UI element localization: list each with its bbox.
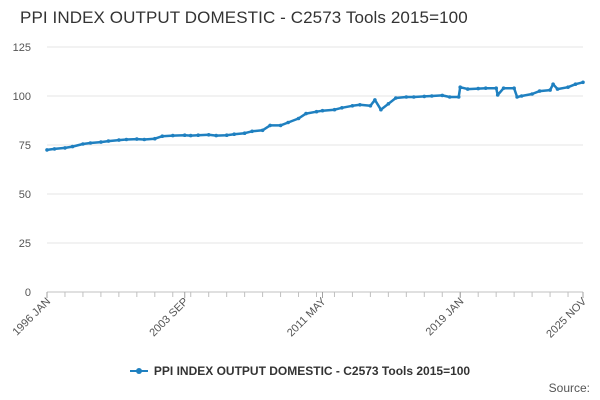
data-point [440, 93, 445, 98]
data-point [573, 82, 578, 86]
data-point [519, 94, 524, 98]
data-point [358, 103, 362, 107]
data-point [45, 148, 49, 152]
data-point [242, 131, 247, 135]
data-point [320, 108, 325, 113]
data-point [476, 86, 481, 91]
x-tick-label: 2003 SEP [147, 296, 191, 340]
legend[interactable]: PPI INDEX OUTPUT DOMESTIC - C2573 Tools … [0, 364, 600, 378]
data-point [456, 95, 461, 99]
data-point [373, 98, 377, 102]
y-tick-label: 25 [19, 238, 31, 250]
data-point [483, 86, 488, 90]
data-point [63, 146, 67, 150]
data-point [278, 123, 283, 128]
data-point [52, 147, 57, 151]
data-point [188, 133, 193, 138]
legend-label: PPI INDEX OUTPUT DOMESTIC - C2573 Tools … [153, 364, 471, 378]
data-point [182, 133, 187, 137]
data-point [537, 89, 542, 93]
data-point [368, 104, 373, 108]
data-point [422, 94, 427, 99]
data-point [394, 96, 398, 100]
data-point [70, 144, 75, 149]
data-point [142, 137, 147, 142]
data-point [340, 106, 344, 110]
legend-line-marker-icon [129, 366, 148, 376]
data-point [296, 116, 301, 121]
data-point [404, 95, 409, 99]
data-point [214, 133, 218, 138]
data-point [171, 133, 175, 138]
data-point [581, 80, 585, 85]
data-point [566, 85, 570, 89]
data-point [135, 137, 139, 141]
x-tick-label: 2025 NOV [544, 295, 589, 340]
data-point [314, 109, 319, 114]
data-point [124, 137, 129, 142]
data-point [501, 86, 506, 90]
data-point [515, 95, 519, 99]
data-point [386, 102, 391, 106]
data-point [260, 128, 265, 133]
data-point [447, 95, 452, 99]
y-tick-label: 125 [13, 42, 31, 54]
data-point [332, 107, 337, 112]
data-point [548, 88, 552, 92]
chart-title: PPI INDEX OUTPUT DOMESTIC - C2573 Tools … [20, 8, 468, 27]
data-point [153, 136, 157, 141]
data-point [379, 107, 383, 112]
data-point [551, 82, 555, 86]
data-point [206, 133, 211, 137]
y-tick-label: 50 [19, 189, 31, 201]
data-point [430, 94, 434, 98]
y-tick-label: 100 [13, 91, 31, 103]
data-point [350, 104, 355, 108]
data-point [224, 133, 229, 137]
data-point [495, 93, 500, 97]
x-tick-label: 1996 JAN [10, 296, 53, 339]
data-point [412, 95, 416, 99]
data-point [458, 85, 463, 89]
data-point [196, 133, 200, 137]
data-point [304, 111, 308, 116]
y-tick-label: 0 [25, 287, 31, 299]
data-point [268, 123, 272, 128]
x-tick-label: 2019 JAN [424, 296, 467, 339]
y-tick-label: 75 [19, 140, 31, 152]
data-point [530, 92, 534, 96]
data-point [160, 134, 165, 138]
data-point [286, 120, 290, 125]
data-point [88, 141, 93, 145]
data-point [99, 140, 103, 144]
data-point [465, 87, 470, 91]
data-point [117, 138, 121, 142]
data-point [512, 86, 516, 90]
data-point [250, 129, 254, 134]
data-point [81, 142, 85, 146]
data-point [555, 87, 560, 91]
x-tick-label: 2011 MAY [285, 295, 329, 339]
data-point [106, 139, 111, 143]
data-point [494, 86, 499, 90]
source-label: Source: [548, 381, 590, 395]
data-point [232, 132, 236, 136]
